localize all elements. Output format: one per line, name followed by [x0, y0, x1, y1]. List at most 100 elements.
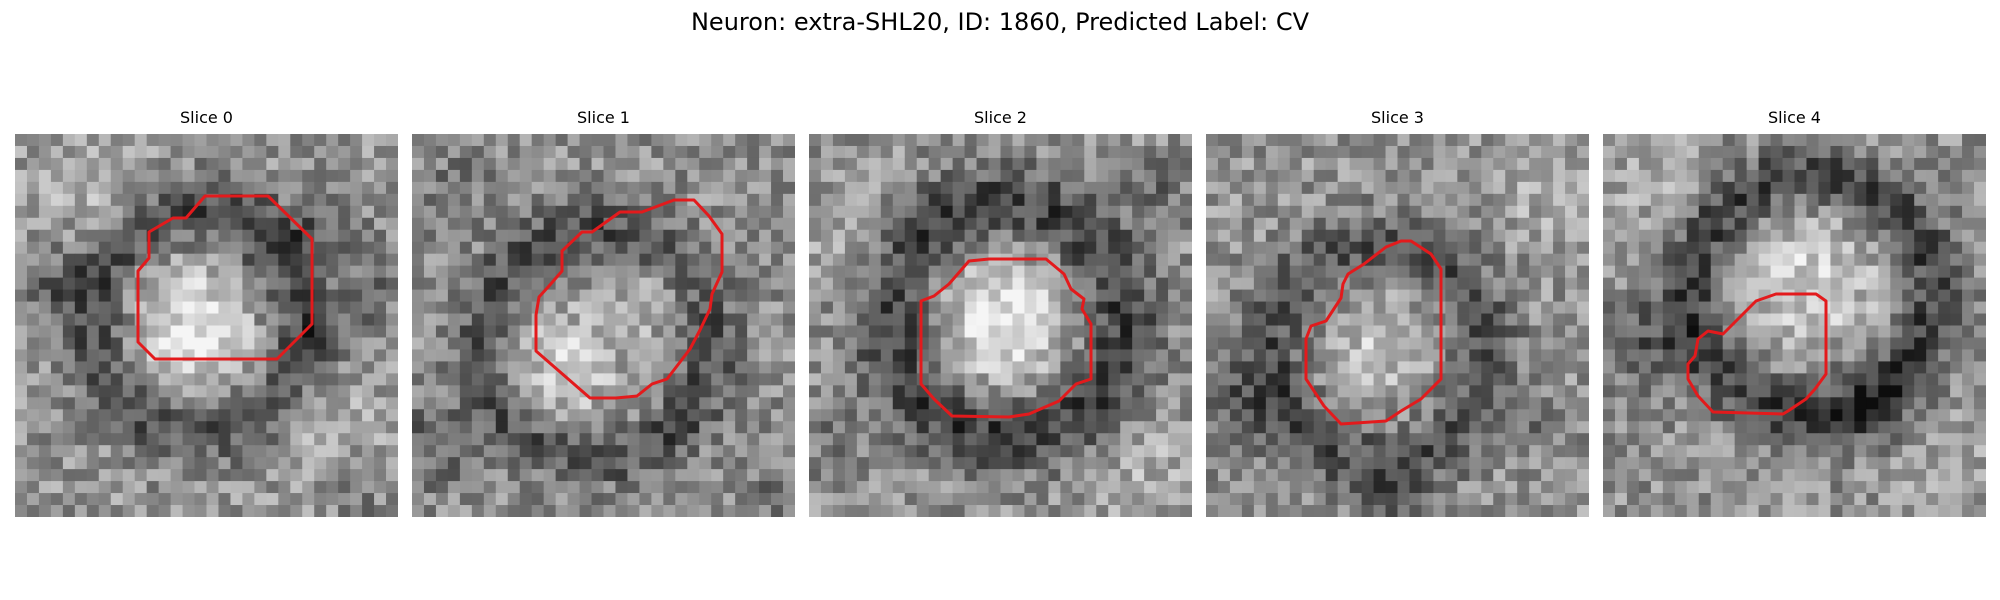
pixel [15, 181, 28, 195]
pixel [531, 157, 545, 171]
pixel [1614, 421, 1628, 434]
pixel [976, 313, 989, 326]
pixel [1241, 289, 1255, 302]
pixel [1938, 157, 1951, 171]
pixel [627, 217, 640, 231]
pixel [711, 361, 724, 374]
pixel [964, 181, 977, 195]
pixel [1938, 433, 1951, 446]
pixel [1902, 229, 1915, 243]
pixel [1481, 193, 1494, 207]
pixel [1662, 169, 1676, 183]
pixel [1938, 397, 1951, 410]
pixel [1493, 469, 1506, 482]
pixel [374, 217, 387, 231]
pixel [747, 229, 760, 243]
pixel [146, 301, 160, 314]
pixel [146, 433, 160, 446]
pixel [675, 265, 688, 279]
pixel [1493, 373, 1506, 386]
pixel [603, 433, 616, 446]
pixel [146, 469, 160, 482]
pixel [182, 229, 195, 243]
pixel [1253, 433, 1267, 446]
pixel [1349, 145, 1362, 159]
pixel [471, 421, 485, 434]
pixel [1421, 193, 1434, 207]
pixel [26, 373, 40, 386]
pixel [892, 205, 906, 219]
pixel [735, 157, 748, 171]
pixel [1493, 265, 1506, 279]
pixel [1337, 325, 1351, 338]
pixel [1156, 469, 1169, 482]
pixel [1950, 253, 1963, 267]
pixel [1349, 301, 1362, 314]
pixel [1746, 265, 1759, 279]
pixel [809, 421, 822, 434]
pixel [146, 421, 160, 434]
pixel [1890, 277, 1903, 290]
pixel [86, 229, 100, 243]
pixel [519, 253, 533, 267]
pixel [302, 361, 315, 374]
pixel [423, 409, 437, 422]
pixel [687, 397, 700, 410]
pixel [1301, 229, 1315, 243]
pixel [1974, 373, 1986, 386]
pixel [1950, 421, 1963, 434]
pixel [338, 145, 351, 159]
pixel [15, 373, 28, 386]
pixel [1842, 241, 1855, 255]
pixel [1373, 493, 1386, 506]
pixel [1289, 325, 1303, 338]
pixel [74, 301, 88, 314]
pixel [916, 301, 930, 314]
pixel [26, 349, 40, 362]
pixel [266, 301, 279, 314]
pixel [1349, 409, 1362, 422]
pixel [1926, 433, 1939, 446]
pixel [1277, 277, 1291, 290]
pixel [254, 469, 267, 482]
pixel [1541, 193, 1554, 207]
pixel [1493, 277, 1506, 290]
slice-image [15, 134, 398, 517]
pixel [1289, 385, 1303, 398]
pixel [1156, 181, 1169, 195]
pixel [567, 181, 580, 195]
pixel [74, 145, 88, 159]
pixel [1950, 301, 1963, 314]
pixel [1445, 481, 1458, 494]
pixel [1241, 361, 1255, 374]
pixel [1662, 193, 1676, 207]
pixel [1493, 349, 1506, 362]
pixel [242, 277, 255, 290]
pixel [423, 313, 437, 326]
pixel [254, 134, 267, 147]
pixel [1890, 217, 1903, 231]
pixel [326, 289, 339, 302]
pixel [651, 325, 664, 338]
pixel [110, 157, 124, 171]
pixel [976, 289, 989, 302]
pixel [1950, 373, 1963, 386]
pixel [134, 229, 148, 243]
pixel [1698, 361, 1712, 374]
pixel [1301, 433, 1315, 446]
pixel [1289, 469, 1303, 482]
pixel [783, 313, 795, 326]
pixel [1120, 289, 1133, 302]
pixel [988, 241, 1001, 255]
pixel [567, 289, 580, 302]
pixel [988, 397, 1001, 410]
pixel [1686, 253, 1700, 267]
pixel [1409, 433, 1422, 446]
pixel [844, 349, 858, 362]
pixel [194, 361, 207, 374]
pixel [290, 265, 303, 279]
pixel [1397, 385, 1410, 398]
pixel [1517, 469, 1530, 482]
pixel [447, 217, 461, 231]
pixel [1144, 337, 1157, 350]
